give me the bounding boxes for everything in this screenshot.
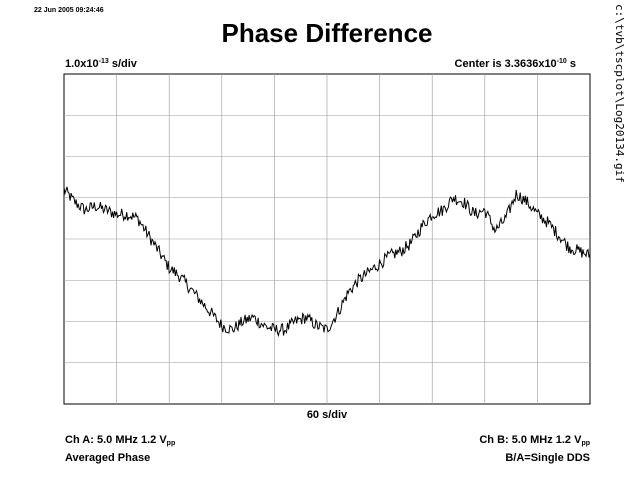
horizontal-scale-label: 60 s/div <box>306 409 348 421</box>
channel-b-info: Ch B: 5.0 MHz 1.2 Vpp B/A=Single DDS <box>479 433 590 465</box>
channel-a-settings: Ch A: 5.0 MHz 1.2 V <box>65 434 167 446</box>
timestamp: 22 Jun 2005 09:24:46 <box>34 7 104 14</box>
scale-exponent: -13 <box>98 58 109 65</box>
plot-grid <box>64 74 590 404</box>
channel-b-vpp-sub: pp <box>581 440 590 447</box>
scale-unit: s/div <box>108 58 137 70</box>
channel-b-settings: Ch B: 5.0 MHz 1.2 V <box>479 434 582 446</box>
channel-b-mode: B/A=Single DDS <box>505 452 590 464</box>
channel-a-vpp-sub: pp <box>166 440 176 447</box>
center-value-label: Center is 3.3636x10-10 s <box>455 58 576 70</box>
center-exponent: -10 <box>556 58 567 65</box>
channel-a-mode: Averaged Phase <box>65 452 151 464</box>
chart-title: Phase Difference <box>221 18 433 48</box>
channel-a-info: Ch A: 5.0 MHz 1.2 Vpp Averaged Phase <box>65 433 175 465</box>
center-prefix: Center is 3.3636x10 <box>454 58 557 70</box>
scale-mantissa: 1.0x10 <box>65 58 99 70</box>
phase-trace <box>63 186 591 338</box>
center-unit: s <box>566 58 576 70</box>
vertical-scale-label: 1.0x10-13 s/div <box>65 58 137 70</box>
